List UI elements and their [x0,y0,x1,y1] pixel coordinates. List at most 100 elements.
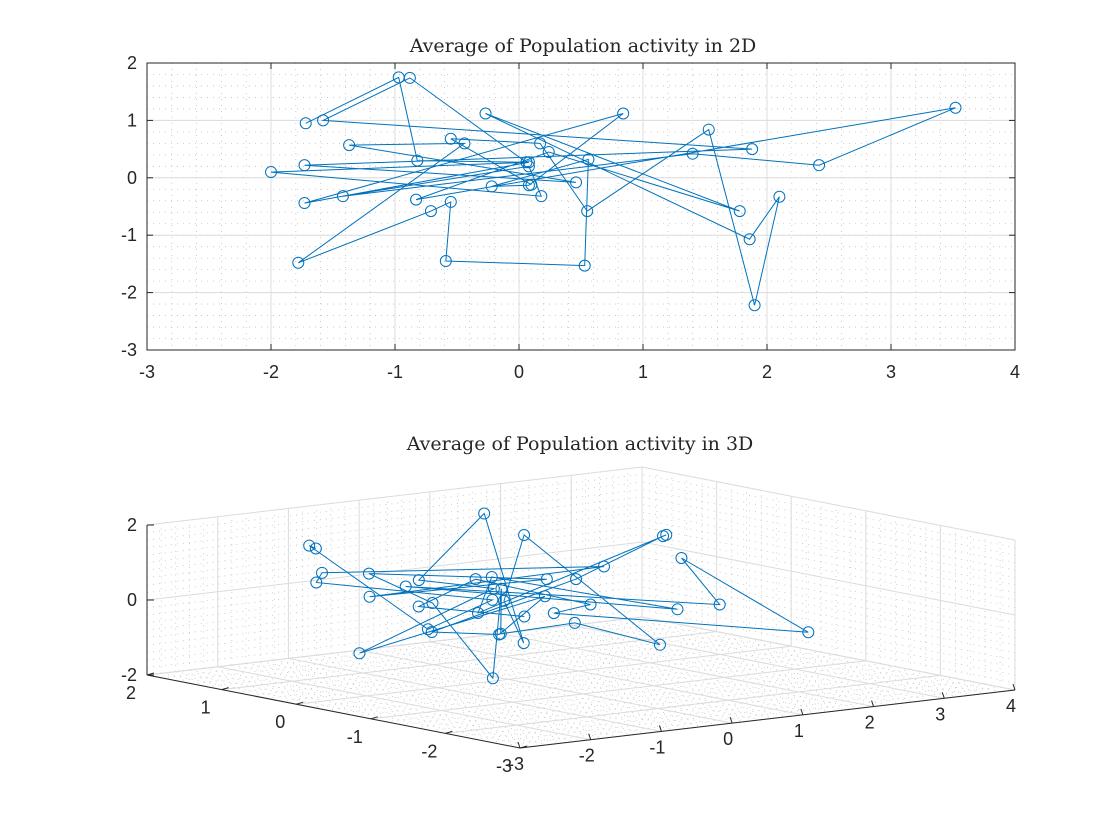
minor-gridline-floor [245,663,620,737]
data-point-2d [522,156,535,169]
data-point-2d [265,166,277,179]
data-point-3d [425,626,438,639]
x-tick-label-3d: 3 [935,704,945,724]
series-line-3d [308,512,809,680]
x-tick-label-3d: -2 [579,746,595,766]
minor-gridline-floor [415,669,911,728]
data-point-3d [310,576,323,589]
data-point-3d [497,594,510,607]
data-point-2d [439,255,452,268]
y-tick-label: -2 [121,283,137,303]
minor-gridline-floor [385,663,881,723]
x-tick-mark [588,733,592,740]
gridline-backwall-z [146,466,643,526]
minor-gridline-sidewall [641,519,1016,593]
data-point-3d [660,528,673,541]
data-point-2d [746,143,759,156]
minor-gridline-sidewall [641,594,1016,668]
x-tick-label: -2 [263,362,279,382]
x-tick-mark [729,716,733,724]
data-point-3d [486,593,499,606]
data-point-3d [713,598,726,611]
data-point-2d [542,145,555,158]
x-tick-label-3d: -1 [649,737,665,757]
data-point-2d [581,205,594,218]
minor-gridline-sidewall [641,489,1016,563]
minor-gridline-floor [528,629,902,704]
gridline-sidewall-z [641,466,1016,541]
x-tick-mark [658,725,662,732]
data-point-2d [411,154,424,167]
data-point-2d [748,299,761,312]
data-point-3d [362,567,375,580]
data-point-3d [675,552,688,565]
minor-gridline-floor [266,639,762,699]
minor-gridline-backwall [146,601,643,661]
panel-3d: Average of Population activity in 3D -3-… [121,433,1016,776]
data-point-2d [617,107,630,120]
minor-gridline-floor [311,648,807,708]
data-point-3d [517,637,530,650]
gridline-floor-x [217,666,591,741]
minor-gridline-sidewall [641,496,1016,571]
x-tick-label: -3 [139,362,155,382]
data-point-2d [410,193,423,206]
x-tick-label-3d: 0 [723,729,733,749]
data-point-3d [518,529,531,542]
data-point-3d [518,610,531,623]
minor-gridline-backwall [146,496,643,556]
minor-gridline-floor [203,667,577,742]
data-point-3d [487,582,500,595]
data-point-2d [458,137,471,150]
x-tick-label-3d: -3 [508,754,524,774]
x-tick-label-3d: 1 [794,721,804,741]
minor-gridline-backwall [146,549,643,608]
y-tick-label: 2 [127,53,137,73]
minor-gridline-floor [302,656,676,731]
x-tick-mark [941,692,945,699]
data-point-2d [485,180,498,193]
data-point-3d [471,607,484,620]
series-2d [265,71,962,312]
minor-gridline-backwall [146,519,643,578]
data-point-3d [802,626,815,639]
minor-gridline-backwall [146,474,643,533]
x-tick-label-3d: 2 [865,713,875,733]
data-point-3d [568,616,581,629]
data-point-2d [813,159,826,172]
data-point-2d [522,160,535,173]
z-tick-label-3d: 2 [127,515,137,535]
gridline-sidewall-z [641,541,1016,616]
x-tick-label: 0 [514,362,524,382]
data-point-3d [495,582,508,595]
minor-gridline-floor [316,654,690,729]
minor-gridline-floor [260,661,634,736]
x-axis-line [519,689,1016,749]
gridline-floor-x [429,641,803,716]
data-point-2d [578,259,591,272]
gridline-floor-y [296,645,792,705]
data-point-3d [363,590,376,603]
data-point-3d [469,573,482,586]
axes-2d: -3 -2 -1 0 1 2 3 4 -3 -2 -1 0 1 2 [121,53,1020,382]
minor-gridline-floor [486,634,860,709]
minor-gridline-floor [514,631,888,706]
minor-gridline-sidewall [641,504,1016,578]
y-tick-label-3d: 0 [275,712,285,732]
minor-gridline-sidewall [641,534,1016,608]
data-point-3d [309,542,322,555]
minor-gridline-sidewall [641,579,1016,653]
gridline-floor-y [370,660,866,720]
data-point-2d [298,197,311,210]
minor-gridline-backwall [146,481,643,541]
gridline-floor-x [500,633,874,708]
y-tick-mark [519,745,528,749]
data-point-3d [303,539,316,552]
data-point-2d [479,107,492,120]
data-point-3d [584,598,597,611]
grid-2d [146,62,1016,351]
minor-gridline-sidewall [641,564,1016,638]
series-3d [303,507,815,685]
data-point-3d [486,672,499,685]
